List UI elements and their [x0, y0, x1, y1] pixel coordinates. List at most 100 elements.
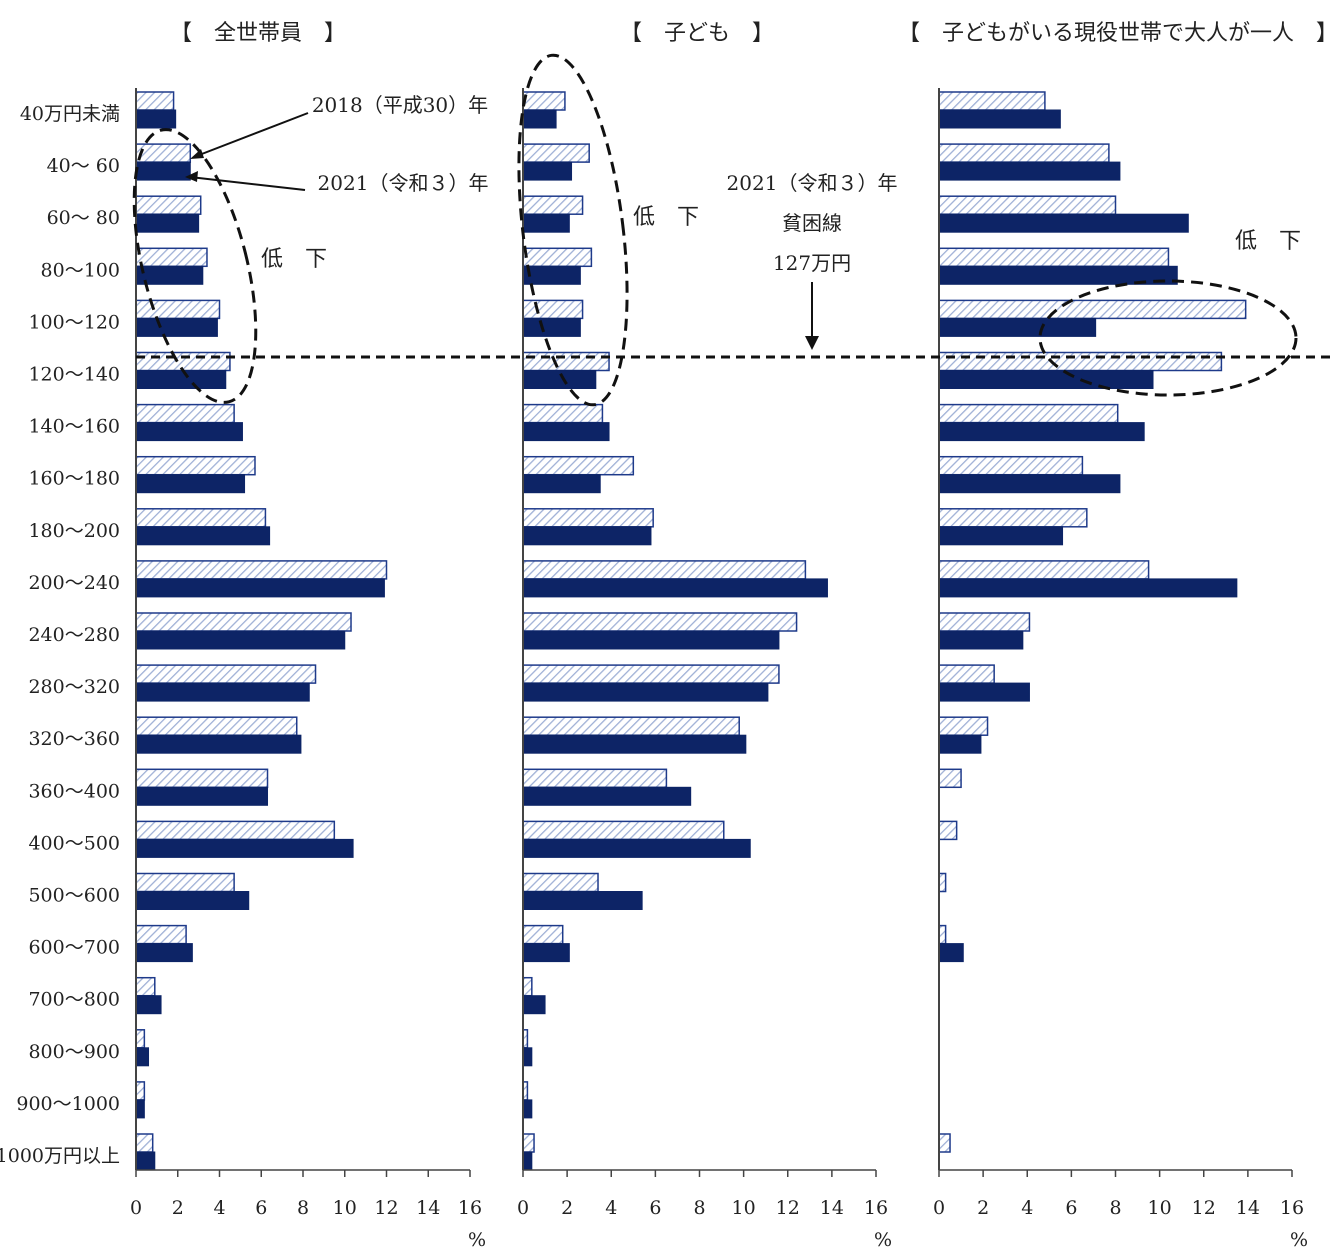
bar-2021 [938, 734, 982, 754]
bar-2018 [522, 508, 654, 528]
bar-2018 [135, 299, 221, 320]
bar-2018 [135, 403, 235, 424]
x-tick-label: 10 [1148, 1197, 1172, 1219]
poverty-line-label-name: 貧困線 [782, 211, 842, 235]
bar-2021 [522, 161, 573, 181]
x-tick-label: 6 [649, 1197, 661, 1219]
bar-2018 [135, 195, 202, 215]
x-tick-label: 12 [1192, 1197, 1216, 1219]
x-tick-label: 2 [977, 1197, 989, 1219]
legend-2018-arrow [193, 112, 309, 158]
bar-2018 [522, 872, 599, 893]
bar-2021 [135, 1047, 150, 1067]
bar-2018 [135, 924, 187, 945]
bar-2021 [522, 213, 570, 233]
bar-2021 [938, 943, 964, 963]
bar-2018 [938, 612, 1031, 632]
x-tick-label: 12 [374, 1197, 398, 1219]
bar-2021 [938, 370, 1154, 389]
category-label: 400～500 [28, 832, 120, 854]
bar-2018 [522, 299, 584, 320]
bar-2021 [522, 786, 692, 806]
bar-2021 [522, 1099, 533, 1119]
bar-2021 [135, 734, 302, 754]
x-axis-unit: % [468, 1229, 486, 1251]
bar-2018 [135, 664, 317, 684]
decline-label-children: 低 下 [633, 205, 699, 230]
bar-2021 [938, 578, 1238, 598]
bar-2018 [522, 716, 740, 736]
legend-2021-arrowhead [185, 171, 198, 182]
bar-2018 [135, 716, 298, 736]
bar-2018 [938, 455, 1084, 476]
x-tick-label: 16 [458, 1197, 482, 1219]
bar-2021 [522, 422, 610, 442]
bar-2018 [135, 143, 192, 163]
bar-2018 [135, 1133, 154, 1153]
poverty-line-label-year: 2021（令和３）年 [727, 171, 898, 195]
bar-2021 [135, 422, 243, 442]
legend-2021-label: 2021（令和３）年 [318, 171, 489, 195]
category-label: 140～160 [28, 416, 120, 438]
bar-2021 [135, 526, 271, 546]
category-label: 80～100 [41, 259, 120, 281]
decline-label-single-parent: 低 下 [1235, 229, 1301, 254]
bar-2021 [522, 526, 652, 546]
x-tick-label: 4 [605, 1197, 617, 1219]
bar-2021 [938, 109, 1061, 129]
category-label: 100～120 [28, 311, 120, 333]
bar-2018 [135, 351, 231, 372]
bar-2018 [135, 508, 267, 528]
bar-2021 [522, 474, 601, 494]
bar-2021 [135, 943, 193, 963]
x-tick-label: 16 [1280, 1197, 1304, 1219]
bar-2018 [135, 820, 336, 841]
bar-2021 [135, 213, 200, 233]
bar-2021 [135, 1151, 156, 1171]
category-label: 240～280 [28, 624, 120, 646]
category-label: 500～600 [28, 885, 120, 907]
bar-2018 [522, 143, 590, 163]
bar-2021 [522, 943, 570, 963]
bar-2018 [938, 91, 1046, 111]
poverty-line-label-value: 127万円 [773, 251, 851, 275]
bar-2021 [522, 1151, 533, 1171]
bar-2021 [135, 161, 191, 181]
category-label: 40～ 60 [47, 155, 120, 177]
bar-2021 [135, 995, 162, 1015]
decline-ellipse-single-parent [1038, 279, 1298, 397]
bar-2018 [522, 403, 604, 424]
bar-2018 [938, 351, 1223, 372]
bar-2021 [135, 891, 250, 910]
bar-2018 [938, 195, 1117, 215]
bar-2018 [135, 976, 156, 997]
x-axis-unit: % [874, 1229, 892, 1251]
bar-2018 [938, 247, 1170, 268]
x-tick-label: 2 [172, 1197, 184, 1219]
bar-2018 [522, 247, 593, 268]
x-tick-label: 4 [1021, 1197, 1033, 1219]
category-label: 180～200 [28, 520, 120, 542]
bar-2018 [938, 299, 1247, 320]
category-label: 40万円未満 [20, 103, 120, 125]
x-tick-label: 4 [213, 1197, 225, 1219]
bar-2021 [135, 1099, 145, 1119]
bar-2018 [522, 924, 564, 945]
bar-2018 [135, 612, 352, 632]
bar-2018 [522, 351, 610, 372]
x-tick-label: 10 [333, 1197, 357, 1219]
category-label: 1000万円以上 [0, 1145, 120, 1167]
bar-2021 [135, 370, 227, 389]
bar-2021 [938, 526, 1064, 546]
bar-2021 [135, 578, 385, 598]
category-label: 900～1000 [16, 1093, 120, 1115]
bar-2021 [522, 265, 581, 285]
bar-2018 [522, 664, 780, 684]
category-label: 280～320 [28, 676, 120, 698]
x-tick-label: 14 [1236, 1197, 1260, 1219]
x-tick-label: 2 [561, 1197, 573, 1219]
bar-2021 [938, 317, 1097, 337]
x-tick-label: 0 [517, 1197, 529, 1219]
legend-2021-arrow [189, 176, 306, 191]
